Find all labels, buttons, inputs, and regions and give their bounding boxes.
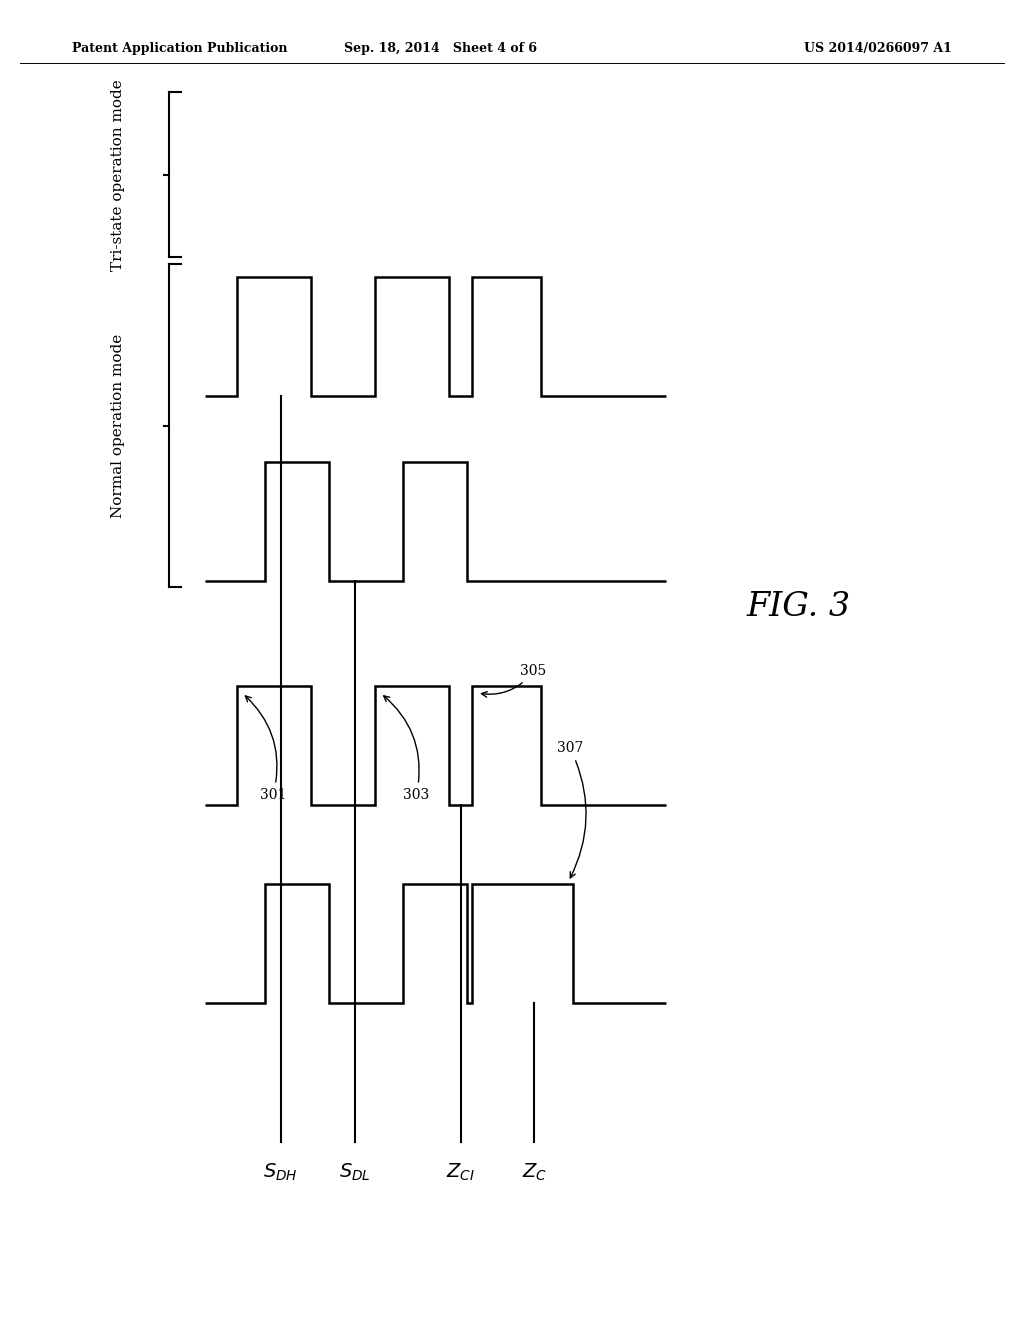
Text: Normal operation mode: Normal operation mode	[111, 334, 125, 519]
Text: FIG. 3: FIG. 3	[746, 591, 851, 623]
Text: $Z_{CI}$: $Z_{CI}$	[446, 1162, 475, 1183]
Text: US 2014/0266097 A1: US 2014/0266097 A1	[805, 42, 952, 55]
Text: $Z_{C}$: $Z_{C}$	[521, 1162, 547, 1183]
Text: Tri-state operation mode: Tri-state operation mode	[111, 79, 125, 272]
Text: 307: 307	[557, 742, 586, 878]
Text: $S_{DL}$: $S_{DL}$	[339, 1162, 371, 1183]
Text: Sep. 18, 2014   Sheet 4 of 6: Sep. 18, 2014 Sheet 4 of 6	[344, 42, 537, 55]
Text: 305: 305	[481, 664, 547, 697]
Text: Patent Application Publication: Patent Application Publication	[72, 42, 287, 55]
Text: $S_{DH}$: $S_{DH}$	[263, 1162, 298, 1183]
Text: 301: 301	[246, 696, 287, 801]
Text: 303: 303	[384, 696, 430, 801]
